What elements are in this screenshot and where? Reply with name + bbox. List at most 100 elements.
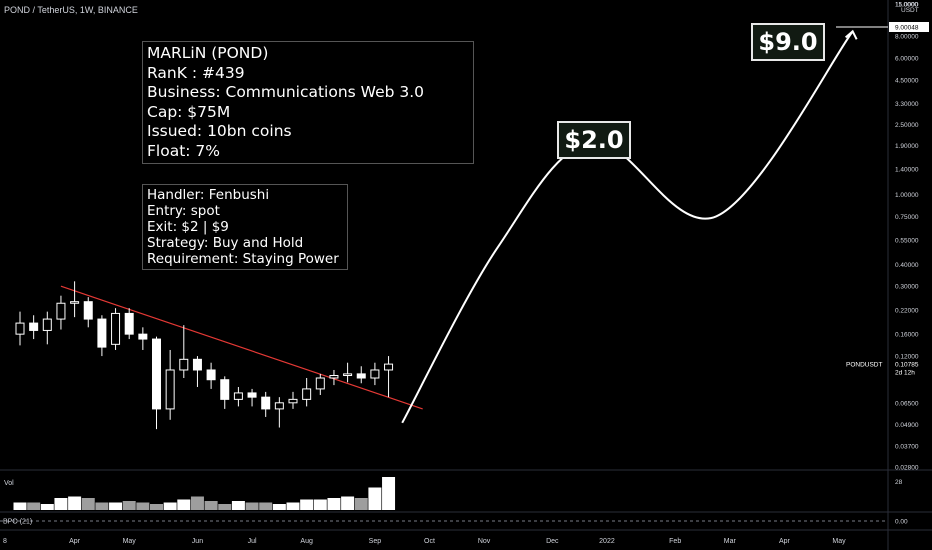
candle: [315, 373, 325, 396]
candle-body: [138, 333, 148, 340]
volume-bar: [190, 496, 204, 510]
candle: [274, 397, 284, 428]
trade-line: Entry: spot: [147, 203, 220, 219]
candle: [42, 311, 52, 345]
y-tick-label: 0.75000: [895, 214, 919, 221]
x-tick-label: Apr: [779, 538, 791, 545]
volume-bar: [150, 504, 163, 510]
y-tick-label: 0.55000: [895, 238, 919, 245]
candle-body: [192, 358, 202, 371]
y-tick-label: 11.0000: [895, 2, 918, 9]
volume-bar: [341, 496, 355, 510]
volume-bar: [27, 502, 41, 510]
x-tick-label: May: [123, 538, 137, 545]
volume-bar: [259, 502, 273, 510]
volume-bar: [313, 499, 327, 510]
candle-body: [124, 312, 134, 335]
candle: [29, 315, 39, 340]
trade-line: Exit: $2 | $9: [147, 219, 229, 235]
candle: [370, 362, 380, 386]
candle-body: [83, 301, 93, 320]
volume-bar: [136, 502, 150, 510]
volume-bar: [286, 502, 300, 510]
candle: [288, 391, 298, 409]
volume-bar: [109, 502, 123, 510]
trade-line: Requirement: Staying Power: [147, 251, 339, 267]
volume-bar: [163, 502, 177, 510]
y-tick-label: 1.90000: [895, 143, 919, 150]
candle-body: [356, 373, 366, 379]
candle-body: [247, 392, 257, 398]
candle-body: [165, 369, 175, 410]
y-tick-label: 8.00000: [895, 33, 919, 40]
candle: [302, 378, 312, 407]
y-tick-label: 0.02800: [895, 465, 919, 472]
volume-bar: [354, 498, 368, 510]
target-label-first[interactable]: $2.0: [557, 121, 631, 159]
y-tick-label: 0.12000: [895, 354, 919, 361]
y-tick-label: 0.04900: [895, 422, 919, 429]
indicator-value: 0.00: [895, 519, 908, 526]
volume-bar: [327, 498, 341, 510]
y-tick-label: 2.50000: [895, 122, 919, 129]
symbol-title: POND / TetherUS, 1W, BINANCE: [4, 5, 138, 15]
candle: [247, 388, 257, 407]
volume-bar: [177, 499, 191, 510]
volume-bar: [300, 499, 314, 510]
candle-body: [315, 377, 325, 390]
y-tick-label: 0.06500: [895, 400, 919, 407]
candle: [384, 356, 394, 398]
x-tick-label: May: [832, 538, 846, 545]
candle-body: [384, 363, 394, 371]
candle: [97, 315, 107, 357]
info-box[interactable]: MARLiN (POND) RanK : #439 Business: Comm…: [142, 41, 474, 164]
candle-body: [206, 369, 216, 381]
projection-arrowhead: [844, 29, 858, 40]
candle: [56, 295, 66, 330]
y-tick-label: 3.30000: [895, 101, 919, 108]
volume-bar: [122, 501, 136, 510]
info-line: RanK : #439: [147, 63, 245, 82]
y-tick-label: 15.0000: [895, 2, 919, 9]
candle-body: [15, 322, 25, 335]
volume-axis-label: 28: [895, 479, 903, 486]
info-line: Cap: $75M: [147, 102, 231, 121]
candle-body: [56, 302, 66, 320]
x-tick-label: Feb: [669, 538, 681, 545]
info-line: Business: Communications Web 3.0: [147, 83, 425, 101]
target-label-second[interactable]: $9.0: [751, 23, 825, 61]
info-line: MARLiN (POND): [147, 44, 269, 62]
x-tick-label: Dec: [546, 538, 559, 545]
candle: [83, 297, 93, 328]
candle-body: [233, 392, 243, 400]
x-tick-label: Jun: [192, 538, 203, 545]
candle: [152, 336, 161, 430]
candle: [70, 281, 80, 318]
last-price-symbol: PONDUSDT: [846, 362, 883, 369]
target-price-tag-bg: [889, 21, 929, 32]
candle: [233, 386, 243, 407]
volume-bar: [382, 477, 396, 510]
volume-bar: [218, 504, 232, 510]
trade-line: Strategy: Buy and Hold: [147, 235, 304, 251]
x-tick-label: Aug: [300, 538, 313, 545]
info-line: Float: 7%: [147, 141, 221, 160]
candle: [192, 356, 202, 387]
volume-bar: [40, 504, 54, 510]
last-price-value: 0.10785: [895, 362, 919, 369]
last-price-countdown: 2d 12h: [895, 370, 915, 377]
candle: [220, 376, 230, 409]
candle-body: [179, 358, 189, 371]
candle: [15, 311, 25, 346]
candle-body: [274, 402, 284, 410]
x-tick-label: Mar: [724, 538, 737, 545]
candle-body: [97, 318, 107, 348]
candle-body: [343, 373, 353, 377]
candle: [138, 327, 148, 350]
candle-body: [70, 301, 80, 304]
indicator-label: BPO (21): [3, 519, 32, 526]
candle: [206, 362, 216, 389]
x-tick-label: 2022: [599, 538, 615, 545]
trade-box[interactable]: Handler: Fenbushi Entry: spot Exit: $2 |…: [142, 184, 348, 270]
